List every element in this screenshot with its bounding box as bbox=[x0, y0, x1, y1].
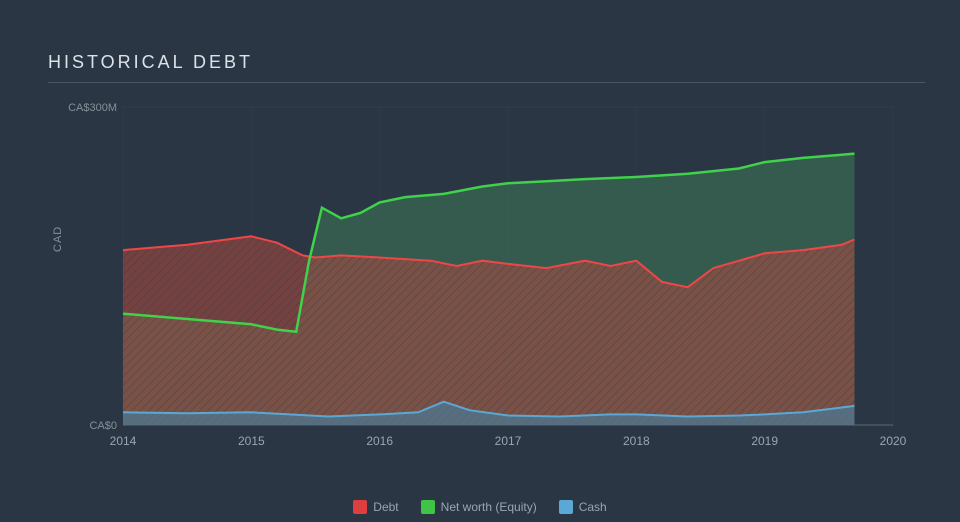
legend-swatch bbox=[559, 500, 573, 514]
legend-item: Debt bbox=[353, 500, 398, 514]
legend-label: Debt bbox=[373, 500, 398, 514]
legend-item: Cash bbox=[559, 500, 607, 514]
x-tick-label: 2015 bbox=[238, 434, 265, 448]
chart-area: 2014 2015 2016 2017 2018 2019 2020 CA$0 CA$300M bbox=[48, 95, 925, 492]
debt-hatch bbox=[123, 236, 855, 425]
legend-item: Net worth (Equity) bbox=[421, 500, 537, 514]
legend-swatch bbox=[353, 500, 367, 514]
y-tick-label: CA$300M bbox=[68, 102, 117, 114]
x-tick-label: 2019 bbox=[751, 434, 778, 448]
y-tick-label: CA$0 bbox=[89, 420, 117, 432]
x-tick-label: 2020 bbox=[880, 434, 907, 448]
x-tick-label: 2014 bbox=[110, 434, 137, 448]
legend-label: Net worth (Equity) bbox=[441, 500, 537, 514]
legend-swatch bbox=[421, 500, 435, 514]
legend-label: Cash bbox=[579, 500, 607, 514]
chart-legend: Debt Net worth (Equity) Cash bbox=[0, 500, 960, 514]
x-tick-label: 2017 bbox=[495, 434, 522, 448]
historical-debt-chart: 2014 2015 2016 2017 2018 2019 2020 CA$0 CA$300M bbox=[48, 95, 925, 492]
x-tick-label: 2018 bbox=[623, 434, 650, 448]
x-tick-label: 2016 bbox=[366, 434, 393, 448]
title-rule bbox=[48, 82, 925, 83]
chart-title: HISTORICAL DEBT bbox=[48, 52, 253, 73]
